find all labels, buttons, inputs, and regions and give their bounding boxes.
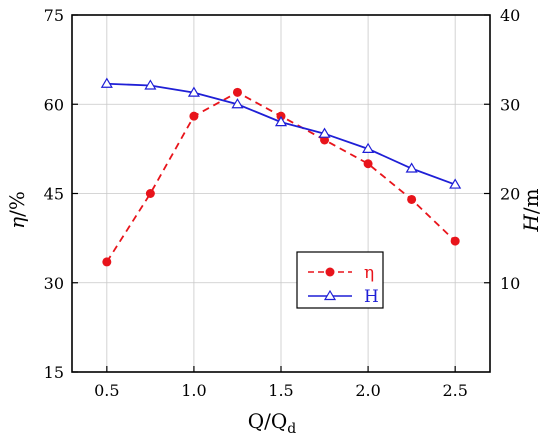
series-eta-point: [450, 236, 460, 246]
series-eta-point: [102, 257, 112, 267]
x-tick-label: 2.0: [355, 381, 380, 400]
grid-lines: [72, 14, 490, 373]
y-axis-right-title: H/m: [519, 188, 543, 232]
series-eta-point: [363, 159, 373, 169]
series-eta-point: [232, 87, 242, 97]
legend: η H: [296, 251, 384, 309]
y-right-tick-label: 20: [500, 185, 520, 204]
legend-box: [296, 251, 384, 309]
x-tick-label: 1.0: [181, 381, 206, 400]
x-tick-label: 0.5: [94, 381, 119, 400]
series-h-point: [187, 86, 200, 97]
legend-h-label: H: [364, 287, 379, 307]
series-h-point: [144, 79, 157, 90]
x-tick-label: 1.5: [268, 381, 293, 400]
y-right-tick-label: 10: [500, 274, 520, 293]
y-left-tick-label: 60: [44, 95, 64, 114]
series-layer: [100, 77, 462, 267]
legend-eta-label: η: [364, 263, 374, 283]
y-left-tick-label: 45: [44, 185, 64, 204]
legend-eta-marker: [325, 267, 335, 277]
series-h-point: [231, 98, 244, 109]
y-axis-left-title: η/%: [5, 191, 29, 229]
series-eta-point: [145, 189, 155, 198]
y-left-tick-label: 75: [44, 6, 64, 25]
legend-h-marker: [323, 289, 337, 301]
series-eta-point: [407, 194, 417, 204]
series-h-point: [318, 127, 331, 138]
series-h-point: [362, 142, 375, 153]
y-left-tick-label: 15: [44, 363, 64, 382]
y-right-tick-label: 30: [500, 95, 520, 114]
y-left-tick-label: 30: [44, 274, 64, 293]
y-right-tick-label: 40: [500, 6, 520, 25]
series-h-point: [405, 162, 418, 173]
series-h-point: [274, 115, 288, 127]
x-tick-label: 2.5: [442, 381, 467, 400]
series-h-point: [449, 178, 462, 189]
axis-ticks: 0.5 1.0 1.5 2.0 2.5 15 30 45 60 75 10 20 30 40: [44, 6, 521, 400]
series-eta-point: [189, 111, 199, 121]
x-axis-title: Q/Qd: [248, 409, 297, 437]
series-h-point: [100, 77, 113, 88]
